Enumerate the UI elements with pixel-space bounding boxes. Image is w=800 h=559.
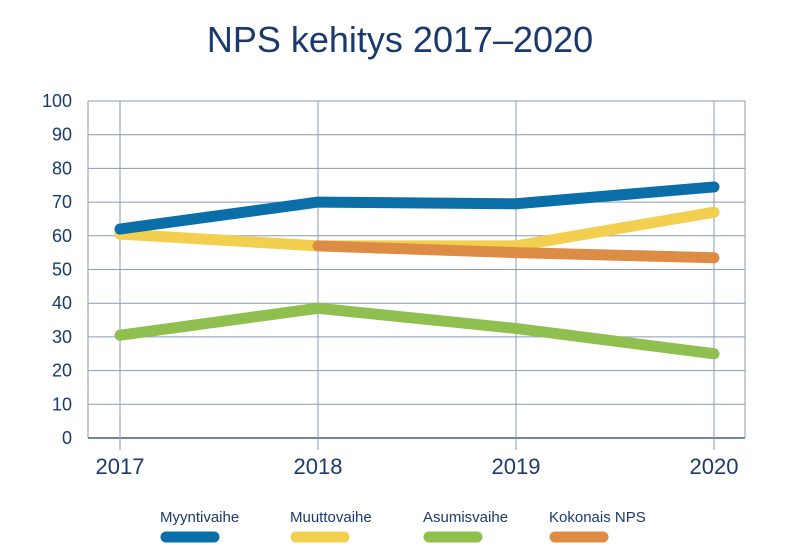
y-tick-label: 40: [52, 293, 72, 313]
grid: [87, 100, 746, 450]
y-tick-label: 90: [52, 125, 72, 145]
x-tick-label: 2020: [690, 454, 739, 479]
x-tick-label: 2017: [96, 454, 145, 479]
y-tick-label: 0: [62, 428, 72, 448]
y-tick-label: 30: [52, 327, 72, 347]
y-tick-label: 80: [52, 158, 72, 178]
legend: Myyntivaihe Muuttovaihe Asumisvaihe Kokonai…: [160, 509, 646, 543]
legend-label: Muuttovaihe: [290, 509, 372, 526]
series-line-myyntivaihe: [114, 181, 720, 235]
y-axis-ticks: 0 10 20 30 40 50 60 70 80 90 100: [42, 91, 72, 448]
legend-label: Myyntivaihe: [160, 509, 239, 526]
series-lines: [114, 181, 720, 360]
y-tick-label: 50: [52, 260, 72, 280]
series-line-asumisvaihe: [114, 302, 720, 360]
series-line-kokonais-nps: [312, 240, 720, 264]
y-tick-label: 70: [52, 192, 72, 212]
legend-label: Kokonais NPS: [549, 509, 646, 526]
y-tick-label: 60: [52, 226, 72, 246]
legend-label: Asumisvaihe: [423, 509, 508, 526]
x-tick-label: 2019: [492, 454, 541, 479]
x-axis-ticks: 2017 2018 2019 2020: [96, 454, 739, 479]
x-tick-label: 2018: [294, 454, 343, 479]
y-tick-label: 100: [42, 91, 72, 111]
chart-title: NPS kehitys 2017–2020: [207, 19, 593, 60]
y-tick-label: 20: [52, 361, 72, 381]
y-tick-label: 10: [52, 394, 72, 414]
